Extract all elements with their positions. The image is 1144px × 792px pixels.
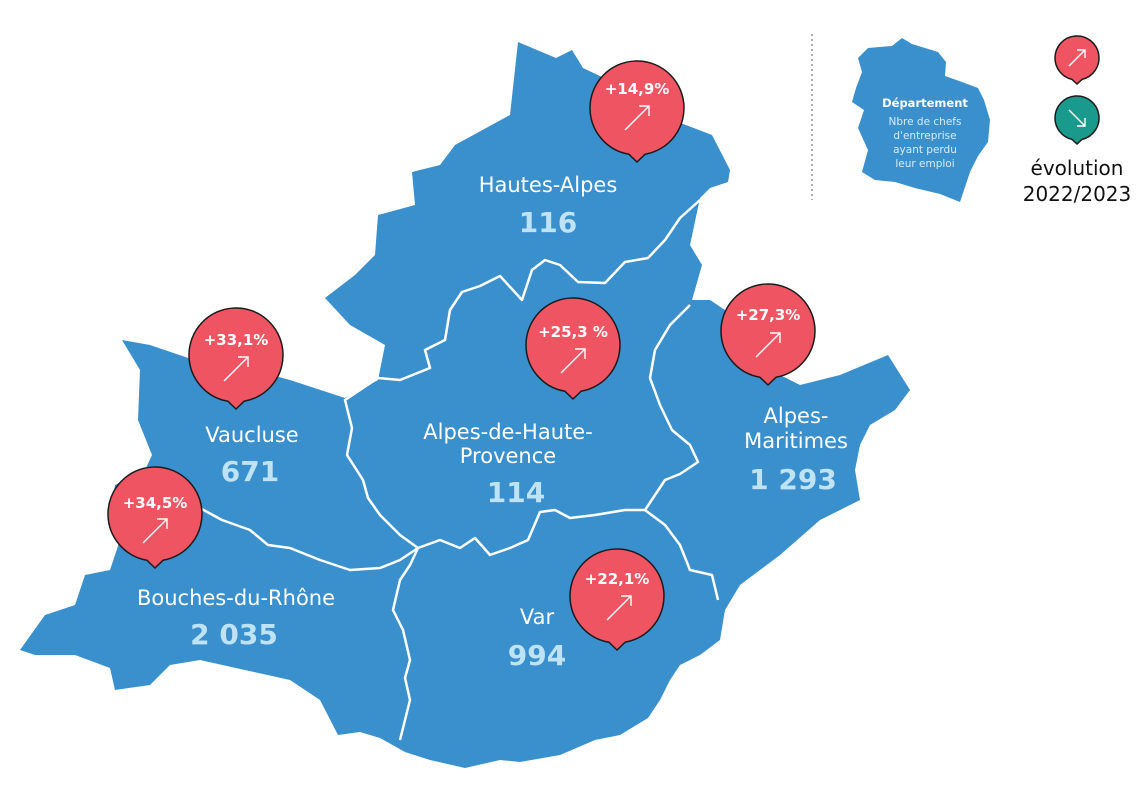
- dept-name-line-1: Alpes-: [764, 404, 829, 428]
- dept-name-line-2: Provence: [460, 444, 556, 468]
- pin-shape: [525, 297, 621, 401]
- dept-name: Var: [520, 605, 555, 629]
- dept-name-line-1: Alpes-de-Haute-: [423, 420, 593, 444]
- arrow-up-right-icon: [624, 105, 650, 131]
- arrow-down-right-icon: [1068, 109, 1086, 127]
- dept-label-alpes-maritimes: Alpes- Maritimes 1 293: [744, 404, 848, 496]
- dept-value: 114: [487, 476, 545, 509]
- territory-outline: [20, 42, 910, 768]
- pin-bouches-du-rhone: +34,5%: [107, 466, 203, 570]
- legend-desc-line-1: Nbre de chefs: [889, 116, 962, 128]
- legend-desc-line-4: leur emploi: [895, 158, 954, 170]
- pin-percentage: +22,1%: [585, 570, 650, 588]
- legend-evolution-line-2: 2022/2023: [1023, 182, 1132, 206]
- legend-desc-line-3: ayant perdu: [893, 144, 957, 156]
- pin-shape: [589, 60, 685, 164]
- dept-label-bouches-du-rhone: Bouches-du-Rhône 2 035: [137, 586, 335, 651]
- pin-percentage: +33,1%: [204, 331, 269, 349]
- arrow-up-right-icon: [755, 332, 781, 358]
- department-boundaries: [199, 199, 720, 741]
- pin-hautes-alpes: +14,9%: [589, 60, 685, 164]
- legend-evolution-line-1: évolution: [1031, 156, 1124, 180]
- dept-label-hautes-alpes: Hautes-Alpes 116: [479, 173, 618, 239]
- dept-name: Vaucluse: [205, 423, 298, 447]
- pin-shape: [188, 307, 284, 411]
- dept-label-var: Var 994: [508, 605, 566, 672]
- dept-name-line-2: Maritimes: [744, 429, 848, 453]
- dept-name: Hautes-Alpes: [479, 173, 618, 197]
- arrow-up-right-icon: [223, 356, 249, 382]
- pin-alpes-de-haute-provence: +25,3 %: [525, 297, 621, 401]
- arrow-up-right-icon: [606, 595, 632, 621]
- pin-alpes-maritimes: +27,3%: [720, 283, 816, 387]
- legend-title: Département: [882, 96, 968, 110]
- dept-value: 994: [508, 639, 566, 672]
- pin-shape: [569, 548, 665, 652]
- pin-var: +22,1%: [569, 548, 665, 652]
- arrow-up-right-icon: [1068, 49, 1086, 67]
- dept-value: 116: [519, 206, 577, 239]
- legend-desc-line-2: d'entreprise: [893, 130, 956, 142]
- legend-departement-shape: [852, 38, 990, 202]
- pin-shape: [720, 283, 816, 387]
- dept-value: 2 035: [190, 618, 278, 651]
- pin-shape: [107, 466, 203, 570]
- legend-departement: Département Nbre de chefs d'entreprise a…: [852, 38, 990, 202]
- arrow-up-right-icon: [142, 518, 168, 544]
- pin-vaucluse: +33,1%: [188, 307, 284, 411]
- dept-value: 671: [221, 455, 279, 488]
- pin-percentage: +34,5%: [123, 494, 188, 512]
- dept-name: Bouches-du-Rhône: [137, 586, 335, 610]
- legend-increase-pin: [1054, 35, 1100, 86]
- pin-percentage: +14,9%: [605, 80, 670, 98]
- legend-decrease-pin: [1054, 95, 1100, 146]
- dept-label-vaucluse: Vaucluse 671: [205, 423, 298, 488]
- pin-percentage: +27,3%: [736, 306, 801, 324]
- dept-label-alpes-de-haute-provence: Alpes-de-Haute- Provence 114: [423, 420, 593, 509]
- dept-value: 1 293: [749, 463, 837, 496]
- arrow-up-right-icon: [560, 348, 586, 374]
- pin-percentage: +25,3 %: [538, 323, 608, 341]
